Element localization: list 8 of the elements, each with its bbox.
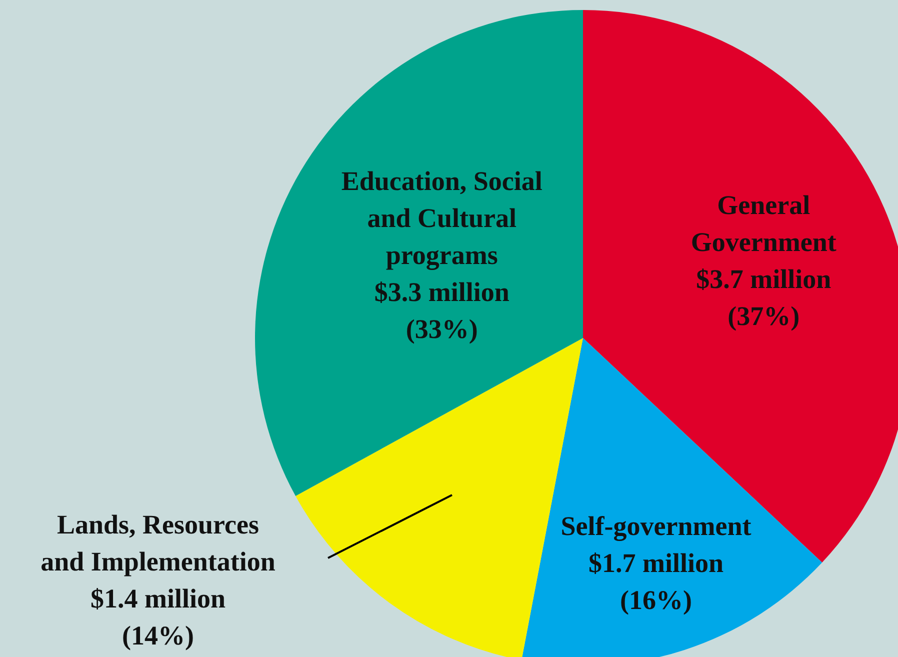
slice-label: General Government (690, 190, 836, 257)
data-label: $1.7 million (16%) (588, 548, 724, 616)
slice-label: Lands, Resources and Implementation (40, 509, 276, 576)
slice-label: Education, Social and Cultural programs (341, 166, 543, 270)
data-label: $3.3 million (33%) (374, 276, 510, 344)
data-label: $1.4 million (14%) (90, 583, 226, 650)
slice-label: Self-government (560, 511, 752, 542)
data-label: $3.7 million (37%) (696, 264, 832, 331)
